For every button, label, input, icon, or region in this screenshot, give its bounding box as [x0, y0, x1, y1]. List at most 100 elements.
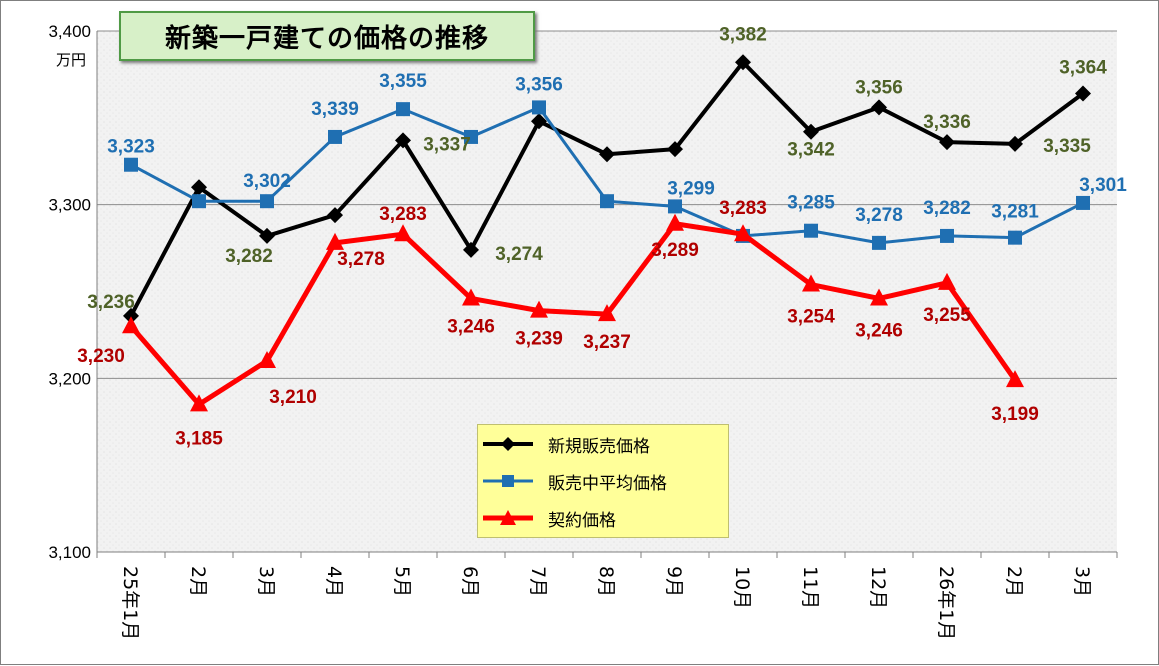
data-label: 3,382: [719, 24, 767, 45]
data-label: 3,364: [1059, 58, 1107, 79]
data-label: 3,342: [787, 140, 835, 161]
data-point: [124, 157, 138, 172]
data-point: [803, 123, 819, 140]
data-point: [260, 194, 274, 209]
data-point: [870, 288, 888, 306]
data-label: 3,336: [923, 112, 971, 133]
data-point: [802, 274, 820, 292]
data-point: [462, 288, 480, 306]
y-tick-label: 3,200: [48, 369, 91, 388]
x-tick-label: 5月: [391, 566, 413, 597]
data-point: [396, 102, 410, 117]
data-point: [191, 179, 207, 196]
legend-item-series-1: 新規販売価格: [478, 429, 650, 459]
data-point: [939, 134, 955, 151]
data-label: 3,283: [719, 198, 767, 219]
data-label: 3,236: [87, 292, 135, 313]
data-label: 3,323: [107, 137, 155, 158]
data-point: [667, 141, 683, 158]
legend-line-triangle-icon: [483, 510, 533, 525]
data-point: [328, 129, 342, 144]
data-point: [668, 199, 682, 214]
data-point: [1008, 230, 1022, 245]
data-label: 3,237: [583, 332, 631, 353]
data-label: 3,255: [923, 305, 971, 326]
data-label: 3,282: [923, 198, 971, 219]
data-point: [327, 207, 343, 224]
data-point: [122, 316, 140, 334]
data-point: [530, 300, 548, 318]
x-tick-label: 2月: [1003, 566, 1025, 597]
data-point: [326, 232, 344, 250]
data-point: [735, 54, 751, 71]
data-point: [871, 99, 887, 116]
x-tick-label: 3月: [255, 566, 277, 597]
data-point: [1076, 195, 1090, 210]
data-label: 3,356: [515, 74, 563, 95]
data-label: 3,185: [175, 428, 223, 449]
x-tick-label: 10月: [731, 566, 753, 609]
data-label: 3,281: [991, 202, 1039, 223]
data-point: [258, 350, 276, 368]
legend-item-series-2: 販売中平均価格: [478, 466, 667, 496]
x-tick-label: 26年1月: [935, 566, 957, 640]
x-tick-label: 8月: [595, 566, 617, 597]
data-label: 3,337: [423, 134, 471, 155]
data-point: [600, 194, 614, 209]
x-tick-label: 25年1月: [119, 566, 141, 640]
data-point: [872, 235, 886, 250]
data-label: 3,356: [855, 77, 903, 98]
data-label: 3,285: [787, 193, 835, 214]
data-label: 3,199: [991, 404, 1039, 425]
legend-label: 契約価格: [548, 510, 616, 531]
data-point: [532, 100, 546, 115]
data-label: 3,278: [855, 205, 903, 226]
data-label: 3,339: [311, 99, 359, 120]
y-tick-label: 3,100: [48, 543, 91, 562]
x-tick-label: 2月: [187, 566, 209, 597]
data-label: 3,283: [379, 204, 427, 225]
x-tick-label: 7月: [527, 566, 549, 597]
data-point: [734, 224, 752, 242]
data-point: [464, 129, 478, 144]
data-point: [463, 241, 479, 258]
data-point: [259, 227, 275, 244]
legend-label: 新規販売価格: [548, 436, 650, 457]
data-label: 3,230: [77, 346, 125, 367]
data-label: 3,246: [855, 320, 903, 341]
data-label: 3,278: [337, 249, 385, 270]
data-point: [394, 224, 412, 242]
x-tick-label: 3月: [1071, 566, 1093, 597]
legend-label: 販売中平均価格: [548, 473, 667, 494]
data-point: [1007, 135, 1023, 152]
data-point: [190, 394, 208, 412]
y-tick-label: 3,400: [48, 22, 91, 41]
x-tick-label: 4月: [323, 566, 345, 597]
legend-line-diamond-icon: [483, 437, 533, 451]
legend: 新規販売価格 販売中平均価格 契約価格: [477, 424, 729, 538]
data-label: 3,302: [243, 171, 291, 192]
data-label: 3,335: [1043, 136, 1091, 157]
y-unit-label: 万円: [56, 51, 87, 69]
legend-item-series-3: 契約価格: [478, 503, 616, 533]
data-point: [666, 213, 684, 231]
data-point: [123, 307, 139, 324]
legend-line-square-icon: [483, 475, 533, 487]
data-point: [1006, 370, 1024, 388]
y-tick-label: 3,300: [48, 196, 91, 215]
data-label: 3,299: [667, 178, 715, 199]
data-point: [192, 194, 206, 209]
data-point: [598, 304, 616, 322]
series-line: [129, 221, 1018, 407]
x-tick-label: 9月: [663, 566, 685, 597]
data-point: [804, 223, 818, 238]
data-point: [531, 113, 547, 130]
data-label: 3,246: [447, 316, 495, 337]
chart-title: 新築一戸建ての価格の推移: [164, 23, 489, 54]
chart-title-box: 新築一戸建ての価格の推移: [119, 11, 535, 61]
x-tick-label: 12月: [867, 566, 889, 609]
data-label: 3,239: [515, 329, 563, 350]
data-point: [599, 146, 615, 163]
